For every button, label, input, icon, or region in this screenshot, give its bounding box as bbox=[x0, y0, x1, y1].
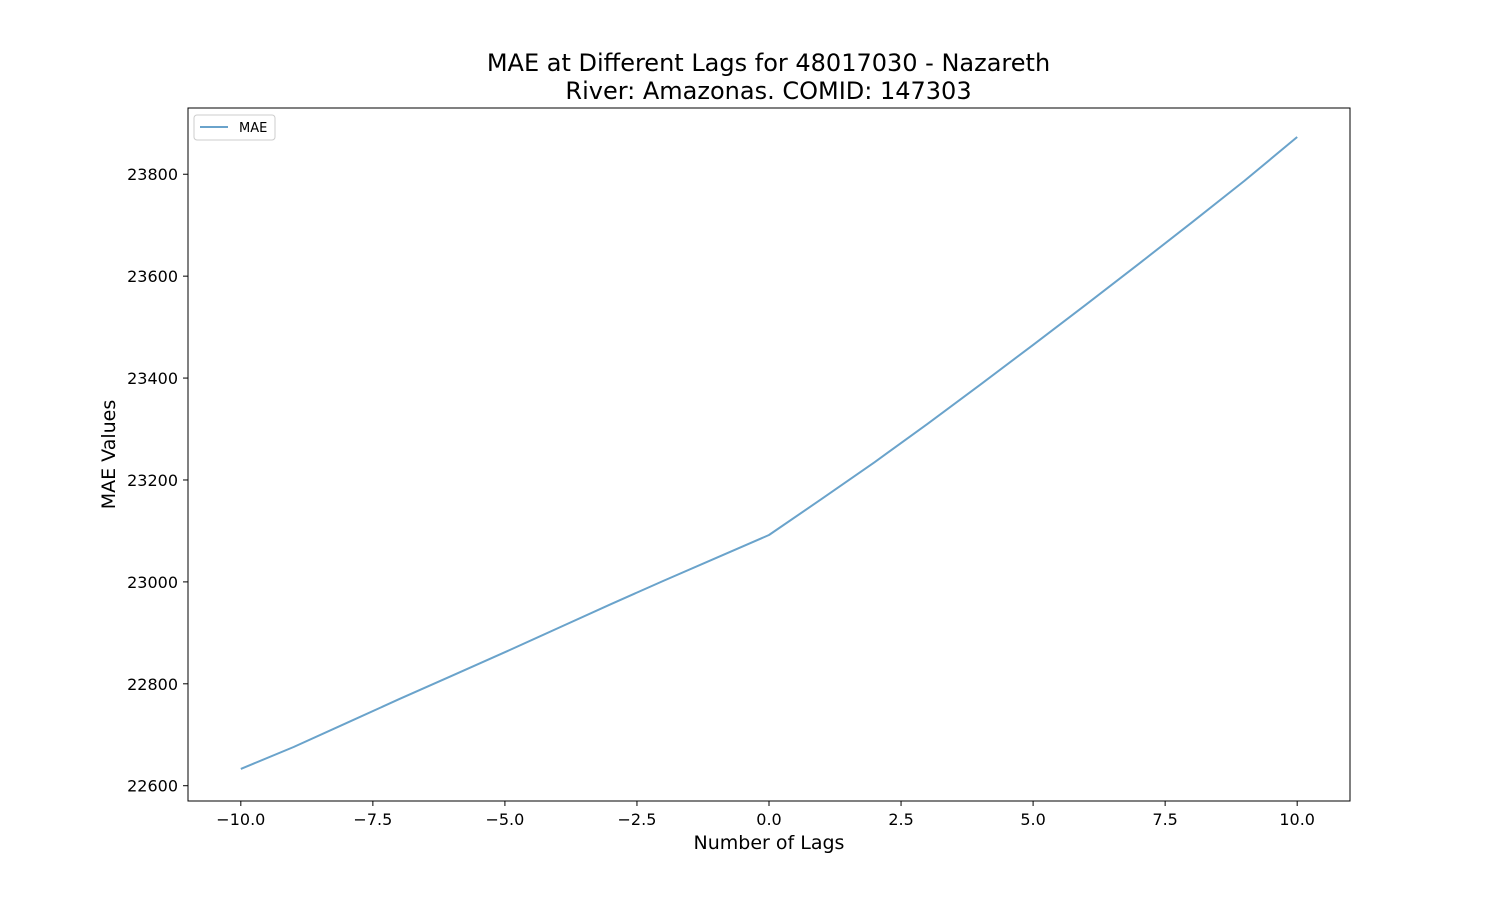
x-tick-label: −10.0 bbox=[216, 810, 265, 829]
x-tick-label: 0.0 bbox=[756, 810, 781, 829]
series-layer bbox=[240, 136, 1298, 770]
y-tick-label: 23600 bbox=[127, 267, 178, 286]
legend-box bbox=[193, 114, 276, 141]
y-tick-label: 22600 bbox=[127, 777, 178, 796]
legend-entry-label: MAE bbox=[239, 121, 267, 136]
y-tick-label: 23000 bbox=[127, 573, 178, 592]
chart-title-line-1: MAE at Different Lags for 48017030 - Naz… bbox=[486, 49, 1051, 77]
y-tick-label: 22800 bbox=[127, 675, 178, 694]
x-tick-label: −5.0 bbox=[485, 810, 524, 829]
y-tick-label: 23200 bbox=[127, 471, 178, 490]
x-axis-label: Number of Lags bbox=[694, 832, 845, 854]
y-axis: 22600 22800 23000 23200 23400 23600 23800 bbox=[127, 165, 188, 796]
x-tick-label: 7.5 bbox=[1152, 810, 1177, 829]
x-tick-label: −7.5 bbox=[353, 810, 392, 829]
x-tick-label: 5.0 bbox=[1020, 810, 1045, 829]
x-tick-label: 10.0 bbox=[1279, 810, 1315, 829]
y-axis-label: MAE Values bbox=[98, 400, 120, 510]
plot-area-frame bbox=[187, 107, 1351, 802]
series-line-mae bbox=[240, 136, 1298, 770]
x-axis: −10.0 −7.5 −5.0 −2.5 0.0 2.5 5.0 7.5 10.0 bbox=[216, 801, 1315, 829]
x-tick-label: −2.5 bbox=[618, 810, 657, 829]
y-tick-label: 23400 bbox=[127, 369, 178, 388]
x-tick-label: 2.5 bbox=[888, 810, 913, 829]
y-tick-label: 23800 bbox=[127, 165, 178, 184]
chart-title-line-2: River: Amazonas. COMID: 147303 bbox=[565, 77, 972, 105]
legend: MAE bbox=[193, 114, 276, 141]
